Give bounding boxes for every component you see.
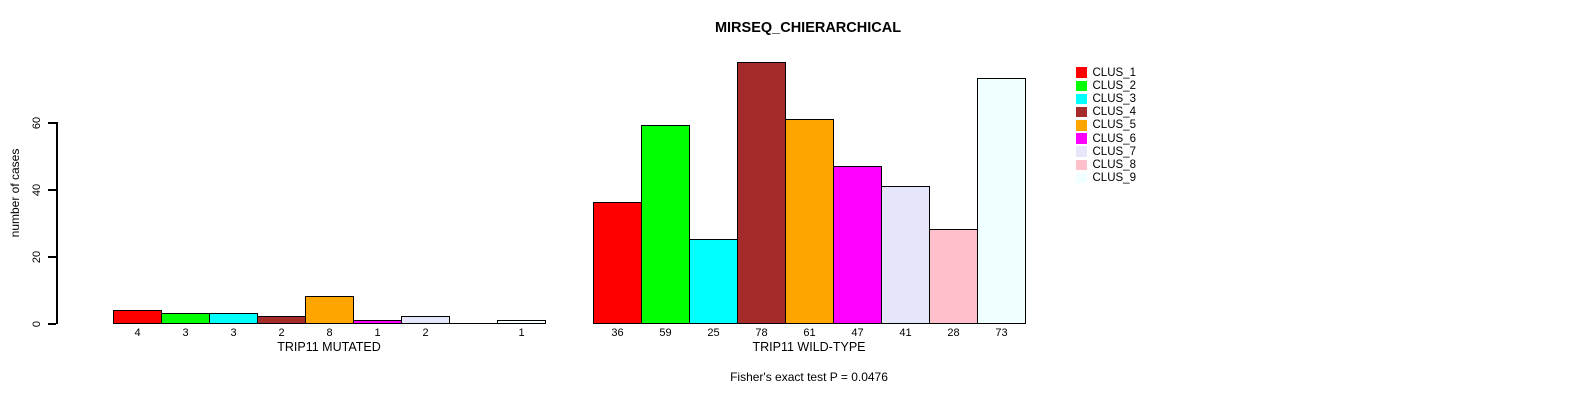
legend-label: CLUS_7 [1092,145,1136,158]
y-tick-label: 0 [31,320,43,328]
bar-value-label: 1 [518,327,525,339]
bar-clus_1 [113,310,162,324]
legend-swatch-icon [1076,159,1087,171]
chart-title: MIRSEQ_CHIERARCHICAL [714,20,902,36]
bar-value-label: 3 [230,327,237,339]
legend-swatch-icon [1076,172,1087,184]
bar-value-label: 61 [803,327,816,339]
legend-item-clus_6: CLUS_6 [1076,132,1136,145]
legend-label: CLUS_3 [1092,92,1136,105]
bar-value-label: 36 [611,327,624,339]
y-tick-label: 60 [31,116,43,130]
legend-item-clus_8: CLUS_8 [1076,158,1136,171]
legend-label: CLUS_1 [1092,66,1136,79]
legend-item-clus_3: CLUS_3 [1076,92,1136,105]
legend-item-clus_9: CLUS_9 [1076,172,1136,185]
legend-swatch-icon [1076,106,1087,118]
bar-clus_5 [785,119,834,324]
y-tick [48,189,56,191]
legend: CLUS_1 CLUS_2 CLUS_3 CLUS_4 CLUS_5 CLUS_6 CLUS… [1076,66,1136,185]
bar-value-label: 1 [374,327,381,339]
legend-label: CLUS_9 [1092,172,1136,185]
legend-item-clus_7: CLUS_7 [1076,145,1136,158]
y-axis-line [56,122,58,324]
bar-clus_3 [209,313,258,324]
y-tick [48,122,56,124]
legend-label: CLUS_2 [1092,79,1136,92]
bar-clus_4 [257,316,306,324]
bar-clus_7 [881,186,930,324]
bar-clus_8-zero [449,323,498,324]
bar-clus_9 [977,78,1026,324]
bar-clus_5 [305,296,354,324]
bar-clus_1 [593,202,642,324]
y-tick [48,323,56,325]
bar-value-label: 3 [182,327,189,339]
bar-clus_4 [737,62,786,324]
legend-swatch-icon [1076,120,1087,131]
bar-value-label: 8 [326,327,333,339]
bar-value-label: 47 [851,327,864,339]
fisher-test-annotation: Fisher's exact test P = 0.0476 [730,370,888,384]
legend-label: CLUS_8 [1092,158,1136,171]
bar-clus_8 [929,229,978,324]
bar-clus_7 [401,316,450,324]
x-axis-group-label: TRIP11 MUTATED [277,340,381,354]
x-axis-group-label: TRIP11 WILD-TYPE [752,340,866,354]
bar-value-label: 41 [899,327,912,339]
bar-clus_2 [161,313,210,324]
bar-value-label: 59 [659,327,672,339]
bar-value-label: 73 [995,327,1008,339]
legend-swatch-icon [1076,133,1087,144]
legend-item-clus_4: CLUS_4 [1076,106,1136,119]
bar-value-label: 28 [947,327,960,339]
bar-clus_6 [833,166,882,324]
y-tick-label: 40 [31,183,43,197]
bar-value-label: 25 [707,327,720,339]
bar-clus_6 [353,320,402,324]
legend-swatch-icon [1076,93,1087,105]
bar-clus_3 [689,239,738,324]
legend-label: CLUS_5 [1092,119,1136,132]
legend-item-clus_2: CLUS_2 [1076,79,1136,92]
legend-swatch-icon [1076,146,1087,157]
legend-swatch-icon [1076,67,1087,78]
bar-value-label: 2 [278,327,285,339]
legend-item-clus_1: CLUS_1 [1076,66,1136,79]
legend-swatch-icon [1076,80,1087,92]
bar-value-label: 2 [422,327,429,339]
legend-item-clus_5: CLUS_5 [1076,119,1136,132]
y-axis-label: number of cases [8,148,22,238]
legend-label: CLUS_4 [1092,106,1136,119]
bar-value-label: 78 [755,327,768,339]
legend-label: CLUS_6 [1092,132,1136,145]
bar-clus_9 [497,320,546,324]
y-tick [48,256,56,258]
bar-value-label: 4 [134,327,141,339]
y-tick-label: 20 [31,250,43,264]
bar-clus_2 [641,125,690,324]
